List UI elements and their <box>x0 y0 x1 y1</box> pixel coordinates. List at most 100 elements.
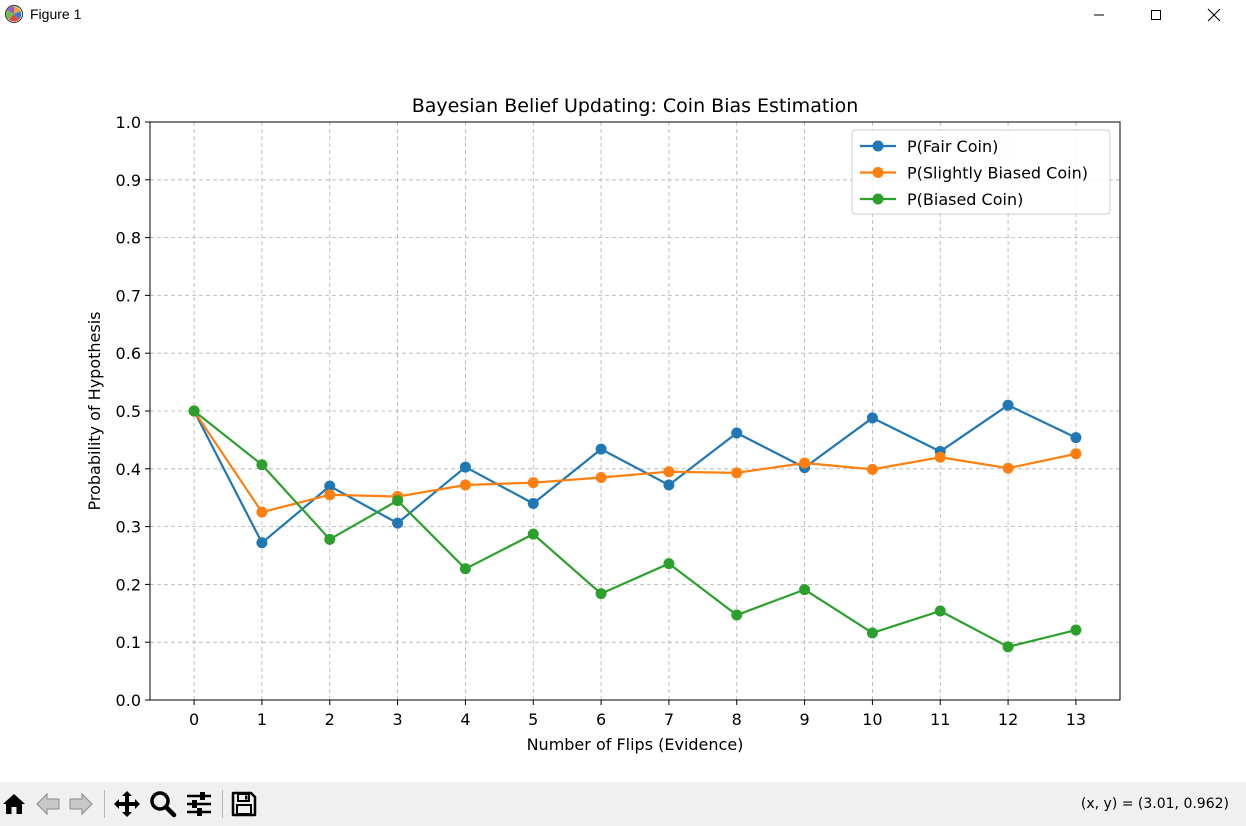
matplotlib-icon <box>4 4 24 24</box>
data-point <box>799 584 811 596</box>
pan-button[interactable] <box>112 790 142 818</box>
data-point <box>595 588 607 600</box>
data-point <box>527 477 539 489</box>
sliders-icon <box>187 792 211 816</box>
save-button[interactable] <box>229 790 259 818</box>
y-tick-label: 0.6 <box>116 344 141 363</box>
x-tick-label: 11 <box>930 710 950 729</box>
legend-item: P(Biased Coin) <box>860 190 1023 209</box>
legend-marker <box>872 193 884 205</box>
cursor-coordinates: (x, y) = (3.01, 0.962) <box>1080 796 1229 812</box>
data-point <box>459 479 471 491</box>
figure-canvas[interactable]: 0 1 2 3 4 5 6 7 8 9 10 11 12 13 0.0 0.1 0.2 0.3 0.4 0.5 0.6 0… <box>0 30 1246 782</box>
data-point <box>731 609 743 621</box>
x-tick-label: 12 <box>998 710 1018 729</box>
back-arrow-icon <box>36 792 60 816</box>
magnifier-icon <box>150 791 177 818</box>
navigation-toolbar: (x, y) = (3.01, 0.962) <box>0 782 1246 826</box>
data-point <box>324 533 336 545</box>
minimize-icon <box>1094 14 1104 16</box>
legend-label: P(Slightly Biased Coin) <box>907 164 1088 183</box>
toolbar-separator <box>222 790 223 818</box>
data-point <box>866 627 878 639</box>
zoom-button[interactable] <box>148 790 178 818</box>
data-point <box>188 405 200 417</box>
x-tick-label: 6 <box>596 710 606 729</box>
x-tick-label: 1 <box>257 710 267 729</box>
axis-ticks: 0 1 2 3 4 5 6 7 8 9 10 11 12 130.00.10.20.30.40.50.60… <box>116 113 1087 729</box>
maximize-button[interactable] <box>1127 0 1185 30</box>
legend-label: P(Biased Coin) <box>907 190 1023 209</box>
y-tick-label: 0.0 <box>116 691 141 710</box>
forward-arrow-icon <box>69 792 93 816</box>
data-point <box>1070 448 1082 460</box>
x-tick-label: 13 <box>1066 710 1086 729</box>
x-tick-label: 5 <box>528 710 538 729</box>
data-point <box>663 479 675 491</box>
legend-item: P(Fair Coin) <box>860 137 998 156</box>
data-point <box>256 459 268 471</box>
x-axis-label: Number of Flips (Evidence) <box>527 735 744 754</box>
data-point <box>1002 462 1014 474</box>
y-tick-label: 0.7 <box>116 286 141 305</box>
y-tick-label: 0.5 <box>116 402 141 421</box>
legend-frame <box>851 129 1111 215</box>
x-tick-label: 8 <box>732 710 742 729</box>
home-button[interactable] <box>0 790 28 818</box>
close-button[interactable] <box>1185 0 1243 30</box>
data-point <box>256 506 268 518</box>
series-line <box>193 410 1077 648</box>
y-tick-label: 0.1 <box>116 633 141 652</box>
floppy-disk-icon <box>231 791 257 817</box>
data-point <box>392 517 404 529</box>
minimize-button[interactable] <box>1070 0 1128 30</box>
data-point <box>527 497 539 509</box>
forward-button[interactable] <box>66 790 96 818</box>
x-tick-label: 3 <box>392 710 402 729</box>
data-point <box>256 537 268 549</box>
legend-marker <box>872 140 884 152</box>
y-tick-label: 0.8 <box>116 229 141 248</box>
x-tick-label: 4 <box>460 710 470 729</box>
y-tick-label: 1.0 <box>116 113 141 132</box>
data-point <box>866 412 878 424</box>
move-icon <box>114 791 140 817</box>
back-button[interactable] <box>33 790 63 818</box>
toolbar-separator <box>104 790 105 818</box>
plot-series <box>188 399 1082 653</box>
window-title: Figure 1 <box>30 6 82 22</box>
close-icon <box>1207 8 1221 22</box>
data-point <box>324 489 336 501</box>
y-tick-label: 0.2 <box>116 575 141 594</box>
data-point <box>392 495 404 507</box>
data-point <box>731 467 743 479</box>
series-line <box>193 404 1077 544</box>
chart-title: Bayesian Belief Updating: Coin Bias Esti… <box>412 95 858 117</box>
data-point <box>1002 399 1014 411</box>
series-2 <box>188 405 1082 518</box>
data-point <box>663 466 675 478</box>
home-icon <box>3 794 25 814</box>
data-point <box>934 451 946 463</box>
data-point <box>663 558 675 570</box>
series-line <box>193 410 1077 514</box>
maximize-icon <box>1151 10 1161 20</box>
data-point <box>527 528 539 540</box>
data-point <box>595 471 607 483</box>
data-point <box>1070 624 1082 636</box>
x-tick-label: 9 <box>799 710 809 729</box>
y-tick-label: 0.9 <box>116 171 141 190</box>
line-chart[interactable]: 0 1 2 3 4 5 6 7 8 9 10 11 12 130.00.10.20.30.40.50.60… <box>0 30 1246 782</box>
x-tick-label: 0 <box>189 710 199 729</box>
legend-marker <box>872 167 884 178</box>
data-point <box>595 443 607 455</box>
data-point <box>934 605 946 617</box>
data-point <box>1070 432 1082 444</box>
y-axis-label: Probability of Hypothesis <box>85 312 104 511</box>
configure-subplots-button[interactable] <box>184 790 214 818</box>
legend: P(Fair Coin) P(Slightly Biased Coin) P(Bia… <box>851 129 1111 215</box>
x-tick-label: 2 <box>325 710 335 729</box>
title-bar[interactable]: Figure 1 <box>0 0 1246 30</box>
x-tick-label: 10 <box>862 710 882 729</box>
